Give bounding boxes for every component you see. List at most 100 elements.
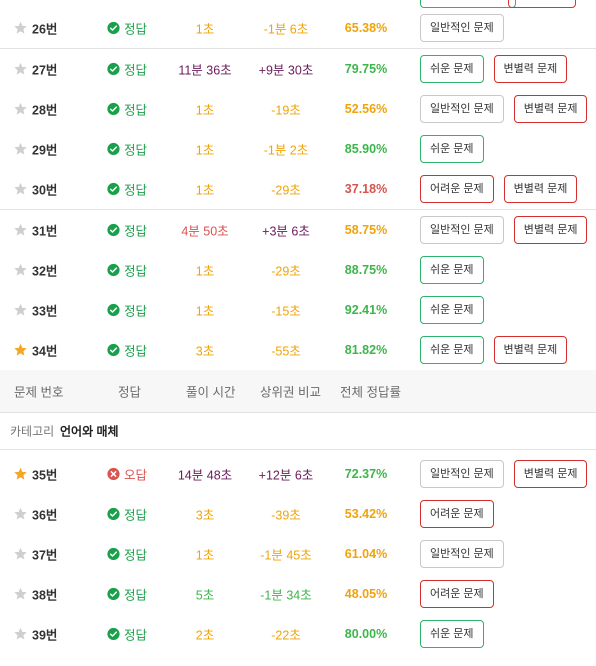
star-icon[interactable] [13, 182, 28, 197]
question-number: 38번 [32, 588, 58, 603]
difficulty-tag[interactable]: 쉬운 문제 [420, 55, 484, 83]
difficulty-tag[interactable]: 쉬운 문제 [420, 620, 484, 648]
correct-rate: 65.38% [344, 21, 388, 35]
table-row[interactable]: 27번 정답 11분 36초 +9분 30초 79.75% 쉬운 문제 변별력 문제 [0, 49, 596, 89]
star-icon[interactable] [13, 263, 28, 278]
difficulty-tag[interactable]: 쉬운 문제 [420, 336, 484, 364]
difficulty-tag[interactable]: 일반적인 문제 [420, 95, 504, 123]
check-circle-icon [107, 223, 120, 237]
star-icon[interactable] [13, 547, 28, 562]
star-icon[interactable] [13, 21, 28, 36]
table-row[interactable]: 37번 정답 1초 -1분 45초 61.04% 일반적인 문제 [0, 534, 596, 574]
table-row[interactable]: 34번 정답 3초 -55초 81.82% 쉬운 문제 변별력 문제 [0, 330, 596, 370]
result-text: 정답 [124, 628, 148, 643]
tag-list: 일반적인 문제 변별력 문제 [420, 95, 588, 123]
header-total-rate[interactable]: 전체 정답률 [340, 385, 401, 400]
table-row[interactable]: 29번 정답 1초 -1분 2초 85.90% 쉬운 문제 [0, 129, 596, 169]
question-group: 35번 오답 14분 48초 +12분 6초 72.37% 일반적인 문제 변별력 문제 36… [0, 454, 596, 654]
difficulty-tag[interactable]: 쉬운 문제 [420, 135, 484, 163]
result-badge: 정답 [107, 301, 147, 320]
question-number: 27번 [32, 63, 58, 78]
solve-time: 1초 [195, 304, 215, 319]
result-badge: 정답 [107, 221, 147, 240]
difficulty-tag[interactable]: 변별력 문제 [513, 216, 588, 244]
table-row[interactable]: 36번 정답 3초 -39초 53.42% 어려운 문제 [0, 494, 596, 534]
result-text: 정답 [124, 548, 148, 563]
correct-rate: 61.04% [344, 547, 388, 561]
difficulty-tag[interactable]: 쉬운 문제 [420, 296, 484, 324]
star-icon[interactable] [13, 102, 28, 117]
star-icon[interactable] [13, 303, 28, 318]
table-row[interactable]: 32번 정답 1초 -29초 88.75% 쉬운 문제 [0, 250, 596, 290]
check-circle-icon [107, 182, 120, 196]
tag-list: 쉬운 문제 [420, 296, 484, 324]
correct-rate: 58.75% [344, 223, 388, 237]
top-compare: -22초 [271, 628, 301, 643]
solve-time: 3초 [195, 344, 215, 359]
result-badge: 정답 [107, 60, 147, 79]
difficulty-tag[interactable]: 변별력 문제 [493, 336, 568, 364]
result-text: 정답 [124, 344, 148, 359]
table-row[interactable]: 31번 정답 4분 50초 +3분 6초 58.75% 일반적인 문제 변별력 문제 [0, 210, 596, 250]
question-group: 26번 정답 1초 -1분 6초 65.38% 일반적인 문제 [0, 8, 596, 48]
solve-time: 1초 [195, 103, 215, 118]
check-circle-icon [107, 62, 120, 76]
star-icon[interactable] [13, 142, 28, 157]
correct-rate: 81.82% [344, 343, 388, 357]
solve-time: 1초 [195, 264, 215, 279]
solve-time: 3초 [195, 508, 215, 523]
difficulty-tag[interactable]: 일반적인 문제 [420, 540, 504, 568]
solve-time: 11분 36초 [178, 63, 232, 78]
star-icon[interactable] [13, 223, 28, 238]
difficulty-tag[interactable]: 변별력 문제 [513, 460, 588, 488]
tag-list: 어려운 문제 [420, 500, 494, 528]
question-number: 26번 [32, 22, 58, 37]
result-text: 정답 [124, 103, 148, 118]
check-circle-icon [107, 21, 120, 35]
table-row[interactable]: 35번 오답 14분 48초 +12분 6초 72.37% 일반적인 문제 변별력 문제 [0, 454, 596, 494]
star-icon[interactable] [13, 627, 28, 642]
star-icon[interactable] [13, 467, 28, 482]
result-text: 정답 [124, 224, 148, 239]
question-group: 27번 정답 11분 36초 +9분 30초 79.75% 쉬운 문제 변별력 문제 28번 정… [0, 49, 596, 209]
header-result[interactable]: 정답 [118, 385, 142, 400]
correct-rate: 37.18% [344, 182, 388, 196]
tag-list: 어려운 문제 [420, 580, 494, 608]
correct-rate: 80.00% [344, 627, 388, 641]
top-compare: +12분 6초 [258, 468, 314, 483]
header-top-compare[interactable]: 상위권 비교 [260, 385, 321, 400]
table-row[interactable]: 28번 정답 1초 -19초 52.56% 일반적인 문제 변별력 문제 [0, 89, 596, 129]
table-row[interactable]: 33번 정답 1초 -15초 92.41% 쉬운 문제 [0, 290, 596, 330]
table-row[interactable]: 30번 정답 1초 -29초 37.18% 어려운 문제 변별력 문제 [0, 169, 596, 209]
solve-time: 1초 [195, 143, 215, 158]
correct-rate: 92.41% [344, 303, 388, 317]
difficulty-tag[interactable]: 변별력 문제 [493, 55, 568, 83]
top-compare: -55초 [271, 344, 301, 359]
difficulty-tag[interactable]: 변별력 문제 [513, 95, 588, 123]
difficulty-tag[interactable]: 어려운 문제 [420, 500, 494, 528]
table-row[interactable]: 26번 정답 1초 -1분 6초 65.38% 일반적인 문제 [0, 8, 596, 48]
star-icon[interactable] [13, 507, 28, 522]
difficulty-tag[interactable]: 어려운 문제 [420, 175, 494, 203]
difficulty-tag[interactable]: 일반적인 문제 [420, 460, 504, 488]
check-circle-icon [107, 263, 120, 277]
result-badge: 정답 [107, 585, 147, 604]
difficulty-tag[interactable]: 일반적인 문제 [420, 216, 504, 244]
result-badge: 정답 [107, 625, 147, 644]
question-number: 36번 [32, 508, 58, 523]
difficulty-tag[interactable]: 어려운 문제 [420, 580, 494, 608]
check-circle-icon [107, 587, 120, 601]
header-solve-time[interactable]: 풀이 시간 [186, 385, 236, 400]
check-circle-icon [107, 507, 120, 521]
table-row[interactable]: 38번 정답 5초 -1분 34초 48.05% 어려운 문제 [0, 574, 596, 614]
tag-list: 쉬운 문제 [420, 620, 484, 648]
header-question-number[interactable]: 문제 번호 [14, 385, 64, 400]
star-icon[interactable] [13, 62, 28, 77]
star-icon[interactable] [13, 343, 28, 358]
top-compare: -1분 34초 [260, 588, 312, 603]
star-icon[interactable] [13, 587, 28, 602]
difficulty-tag[interactable]: 일반적인 문제 [420, 14, 504, 42]
difficulty-tag[interactable]: 쉬운 문제 [420, 256, 484, 284]
table-row[interactable]: 39번 정답 2초 -22초 80.00% 쉬운 문제 [0, 614, 596, 654]
difficulty-tag[interactable]: 변별력 문제 [503, 175, 578, 203]
